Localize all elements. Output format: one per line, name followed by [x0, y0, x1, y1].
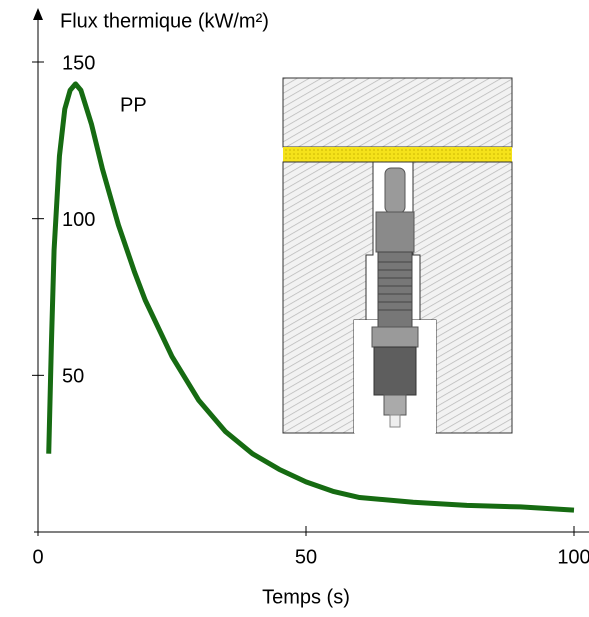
- x-axis-title: Temps (s): [262, 586, 350, 608]
- x-tick-label: 100: [557, 546, 589, 568]
- y-axis-arrow: [33, 8, 43, 20]
- flux-curve: [46, 81, 575, 513]
- y-tick-label: 50: [62, 366, 84, 388]
- axes: Flux thermique (kW/m²) Temps (s) PP: [33, 8, 589, 608]
- y-tick-label: 100: [62, 209, 95, 231]
- y-tick-label: 150: [62, 52, 95, 74]
- annotation: PP: [120, 94, 147, 116]
- x-tick-label: 50: [295, 546, 317, 568]
- x-tick-label: 0: [32, 546, 43, 568]
- y-axis-title: Flux thermique (kW/m²): [60, 10, 269, 32]
- mold-diagram: [282, 77, 513, 434]
